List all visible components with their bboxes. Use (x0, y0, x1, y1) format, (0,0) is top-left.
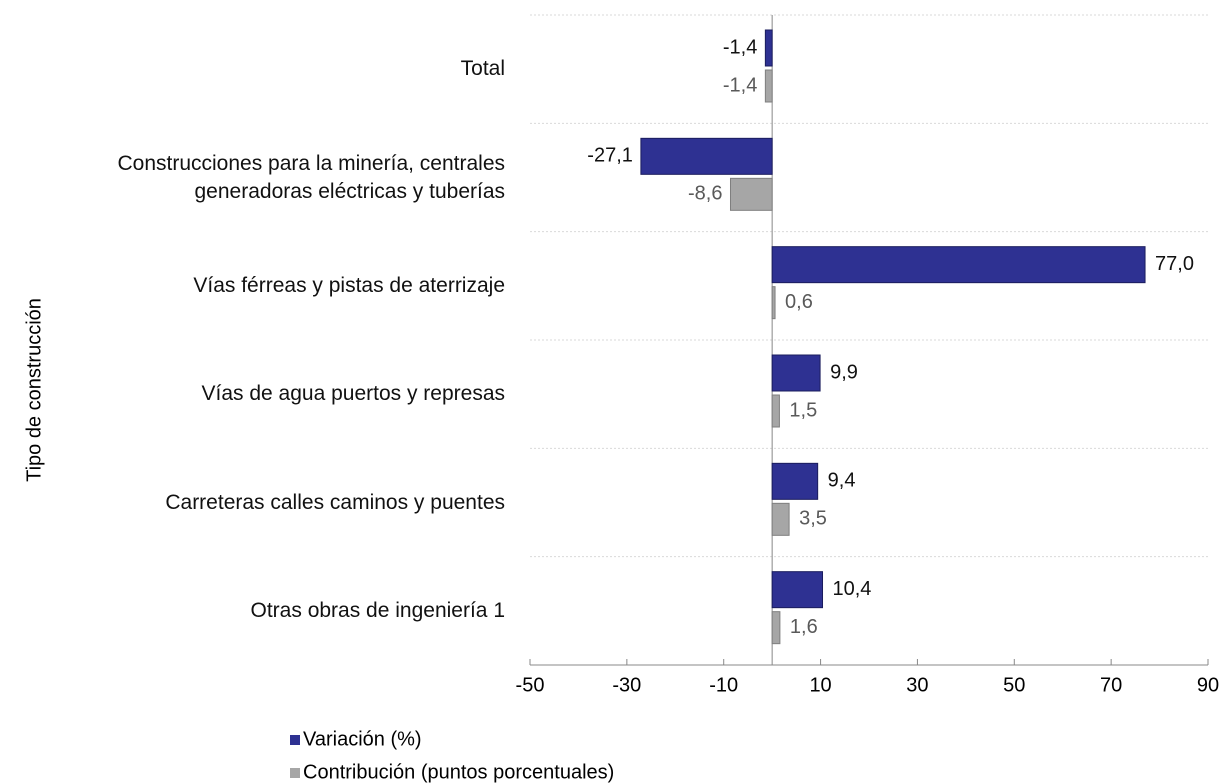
y-tick-label: Construcciones para la minería, centrale… (0, 150, 505, 206)
x-tick-label: 70 (1100, 674, 1122, 696)
bar (729, 177, 773, 211)
bar (771, 354, 821, 392)
y-tick-label: Otras obras de ingeniería 1 (0, 597, 505, 625)
y-tick-text: Carreteras calles caminos y puentes (165, 490, 505, 514)
value-label: 1,6 (790, 616, 818, 638)
y-tick-text: Vías de agua puertos y represas (201, 382, 505, 406)
value-label: -27,1 (587, 145, 633, 167)
value-label: 9,4 (828, 470, 856, 492)
y-tick-text: Vías férreas y pistas de aterrizaje (193, 273, 505, 297)
y-tick-text: Construcciones para la minería, centrale… (117, 151, 505, 203)
y-tick-label: Vías férreas y pistas de aterrizaje (0, 272, 505, 300)
x-tick-label: 30 (906, 674, 928, 696)
value-label: 3,5 (799, 508, 827, 530)
x-tick-label: 10 (809, 674, 831, 696)
x-tick-label: 50 (1003, 674, 1025, 696)
bar (771, 286, 776, 320)
bar (771, 394, 780, 428)
bar (771, 611, 781, 645)
value-label: -8,6 (688, 183, 722, 205)
legend-label: Variación (%) (303, 728, 422, 750)
bar (771, 462, 819, 500)
value-label: 9,9 (830, 361, 858, 383)
legend-swatch (290, 735, 300, 745)
value-label: 77,0 (1155, 253, 1194, 275)
y-tick-label: Carreteras calles caminos y puentes (0, 489, 505, 517)
y-axis-title: Tipo de construcción (23, 298, 45, 482)
y-tick-text: Total (460, 57, 505, 81)
bar (771, 502, 790, 536)
x-tick-label: -30 (612, 674, 641, 696)
bar (640, 137, 773, 175)
value-label: -1,4 (723, 36, 757, 58)
legend-swatch (290, 768, 300, 778)
y-tick-label: Total (0, 55, 505, 83)
y-tick-text: Otras obras de ingeniería 1 (250, 598, 505, 622)
x-tick-label: 90 (1197, 674, 1219, 696)
bar (764, 29, 773, 67)
value-label: 0,6 (785, 291, 813, 313)
x-tick-label: -50 (516, 674, 545, 696)
bar (771, 571, 824, 609)
x-tick-label: -10 (709, 674, 738, 696)
value-label: -1,4 (723, 74, 757, 96)
value-label: 10,4 (833, 578, 872, 600)
bar (771, 246, 1146, 284)
value-label: 1,5 (789, 399, 817, 421)
legend-label: Contribución (puntos porcentuales) (303, 761, 614, 783)
bar (764, 69, 773, 103)
y-tick-label: Vías de agua puertos y represas (0, 380, 505, 408)
